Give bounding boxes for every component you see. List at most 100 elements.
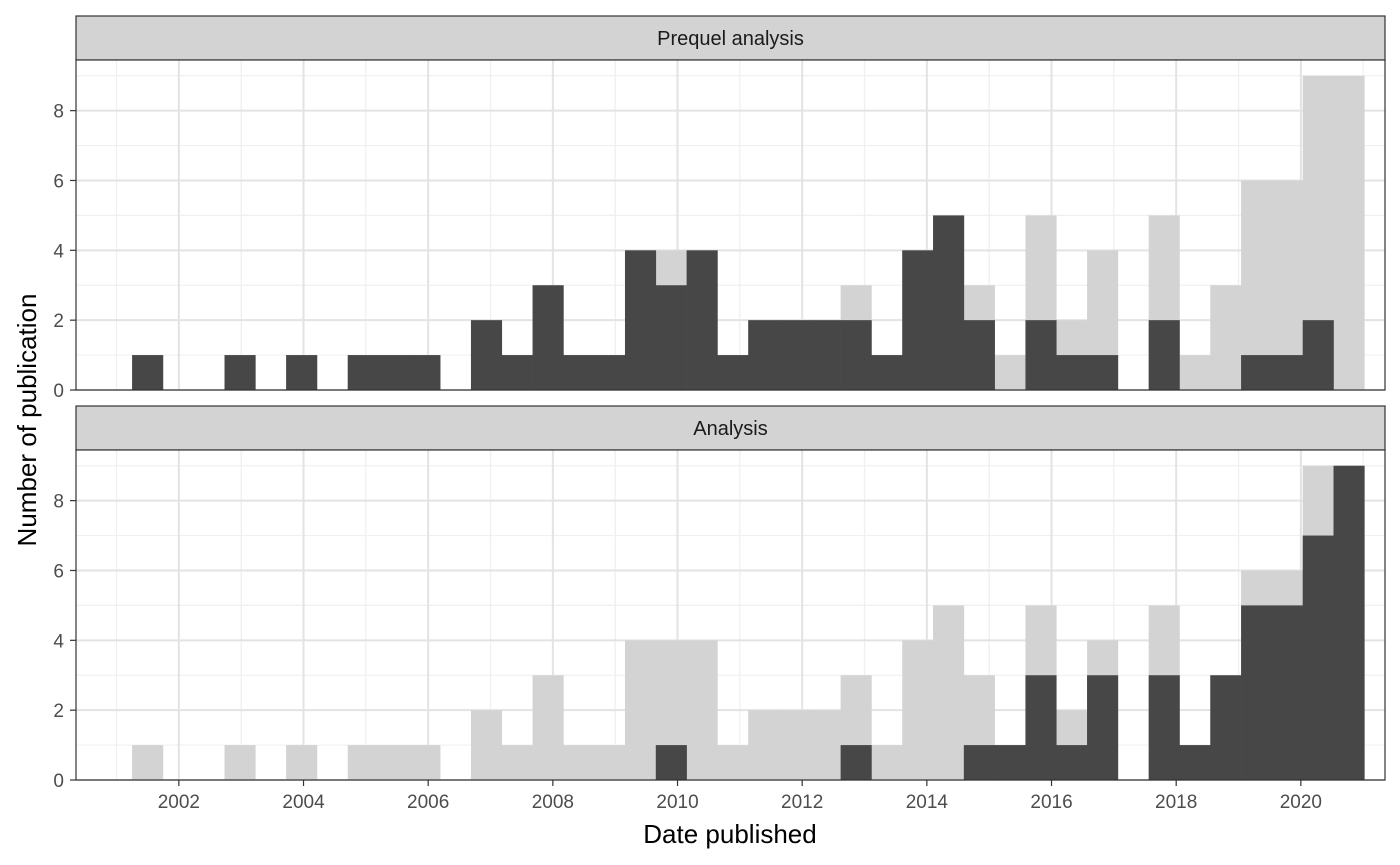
subset-bar — [1333, 465, 1365, 780]
y-axis: 0 2 4 6 8 — [53, 102, 76, 402]
subset-bar — [1087, 355, 1119, 390]
subset-bar — [809, 320, 841, 390]
y-axis: 0 2 4 6 8 — [53, 492, 76, 792]
subset-bar — [378, 355, 410, 390]
subset-bar — [1302, 320, 1334, 390]
total-bar — [717, 745, 749, 780]
y-axis-title: Number of publication — [12, 294, 42, 547]
subset-bar — [624, 250, 657, 390]
subset-bar — [1056, 745, 1088, 780]
subset-bar — [470, 320, 503, 390]
subset-bar — [563, 355, 595, 390]
subset-bar — [717, 355, 749, 390]
total-bar — [686, 640, 718, 780]
x-tick-label: 2010 — [656, 792, 698, 813]
panel-strip-label: Prequel analysis — [657, 28, 804, 50]
subset-bar — [1179, 745, 1211, 780]
subset-bar — [1271, 605, 1303, 780]
total-bar — [624, 640, 657, 780]
x-tick-label: 2012 — [781, 792, 823, 813]
panel-border — [75, 59, 1386, 391]
x-axis-title: Date published — [643, 819, 816, 849]
x-tick-label: 2002 — [158, 792, 200, 813]
x-tick-label: 2016 — [1030, 792, 1072, 813]
subset-bar — [1148, 320, 1180, 390]
subset-bar — [933, 215, 965, 390]
subset-bar — [501, 355, 533, 390]
total-bar — [224, 745, 256, 780]
panel-strip — [75, 15, 1386, 61]
y-tick-label: 4 — [53, 241, 64, 262]
y-tick-label: 2 — [53, 311, 64, 332]
total-bar — [409, 745, 441, 780]
panel-2: Analysis 0 2 4 6 8 2002 2004 2006 2008 2010 2012 201… — [53, 405, 1386, 813]
subset-bars — [655, 465, 1365, 780]
subset-bar — [1025, 675, 1057, 780]
y-tick-label: 2 — [53, 701, 64, 722]
subset-bar — [1056, 355, 1088, 390]
total-bar — [532, 675, 564, 780]
subset-bar — [132, 355, 164, 390]
y-tick-label: 8 — [53, 492, 64, 513]
total-bar — [470, 710, 503, 780]
subset-bar — [1302, 535, 1334, 780]
subset-bar — [1210, 675, 1242, 780]
panel-1: Prequel analysis 0 2 4 6 8 — [53, 15, 1386, 402]
subset-bar — [963, 320, 995, 390]
x-axis: 2002 2004 2006 2008 2010 2012 2014 2016 2018 2020 — [158, 780, 1322, 813]
x-tick-label: 2018 — [1155, 792, 1197, 813]
total-bar — [1210, 285, 1242, 390]
total-bar — [779, 710, 811, 780]
total-bar — [347, 745, 379, 780]
x-tick-label: 2004 — [282, 792, 325, 813]
total-bar — [994, 355, 1026, 390]
panel-strip-label: Analysis — [693, 418, 767, 440]
total-bar — [809, 710, 841, 780]
subset-bar — [1241, 355, 1273, 390]
subset-bar — [532, 285, 564, 390]
subset-bar — [1271, 355, 1303, 390]
subset-bar — [779, 320, 811, 390]
subset-bar — [1148, 675, 1180, 780]
total-bar — [132, 745, 164, 780]
total-bar — [501, 745, 533, 780]
subset-bar — [871, 355, 903, 390]
plot-background — [76, 450, 1385, 780]
y-tick-label: 0 — [53, 771, 64, 792]
total-bar — [286, 745, 318, 780]
plot-background — [76, 60, 1385, 390]
x-tick-label: 2006 — [407, 792, 449, 813]
total-bar — [563, 745, 595, 780]
x-tick-label: 2014 — [906, 792, 949, 813]
total-bar — [1179, 355, 1211, 390]
total-bar — [933, 605, 965, 780]
subset-bar — [594, 355, 626, 390]
subset-bar — [286, 355, 318, 390]
y-tick-label: 6 — [53, 171, 64, 192]
total-bar — [748, 710, 780, 780]
subset-bar — [224, 355, 256, 390]
subset-bar — [655, 285, 687, 390]
total-bar — [902, 640, 934, 780]
subset-bar — [748, 320, 780, 390]
subset-bar — [1241, 605, 1273, 780]
subset-bar — [686, 250, 718, 390]
subset-bar — [994, 745, 1026, 780]
total-bar — [378, 745, 410, 780]
subset-bar — [655, 745, 687, 780]
x-tick-label: 2008 — [532, 792, 574, 813]
y-tick-label: 0 — [53, 381, 64, 402]
subset-bars — [132, 215, 1334, 390]
subset-bar — [1025, 320, 1057, 390]
total-bar — [1333, 75, 1365, 390]
subset-bar — [963, 745, 995, 780]
subset-bar — [347, 355, 379, 390]
subset-bar — [840, 320, 872, 390]
x-tick-label: 2020 — [1280, 792, 1322, 813]
subset-bar — [409, 355, 441, 390]
subset-bar — [1087, 675, 1119, 780]
subset-bar — [840, 745, 872, 780]
panel-border — [75, 449, 1386, 781]
